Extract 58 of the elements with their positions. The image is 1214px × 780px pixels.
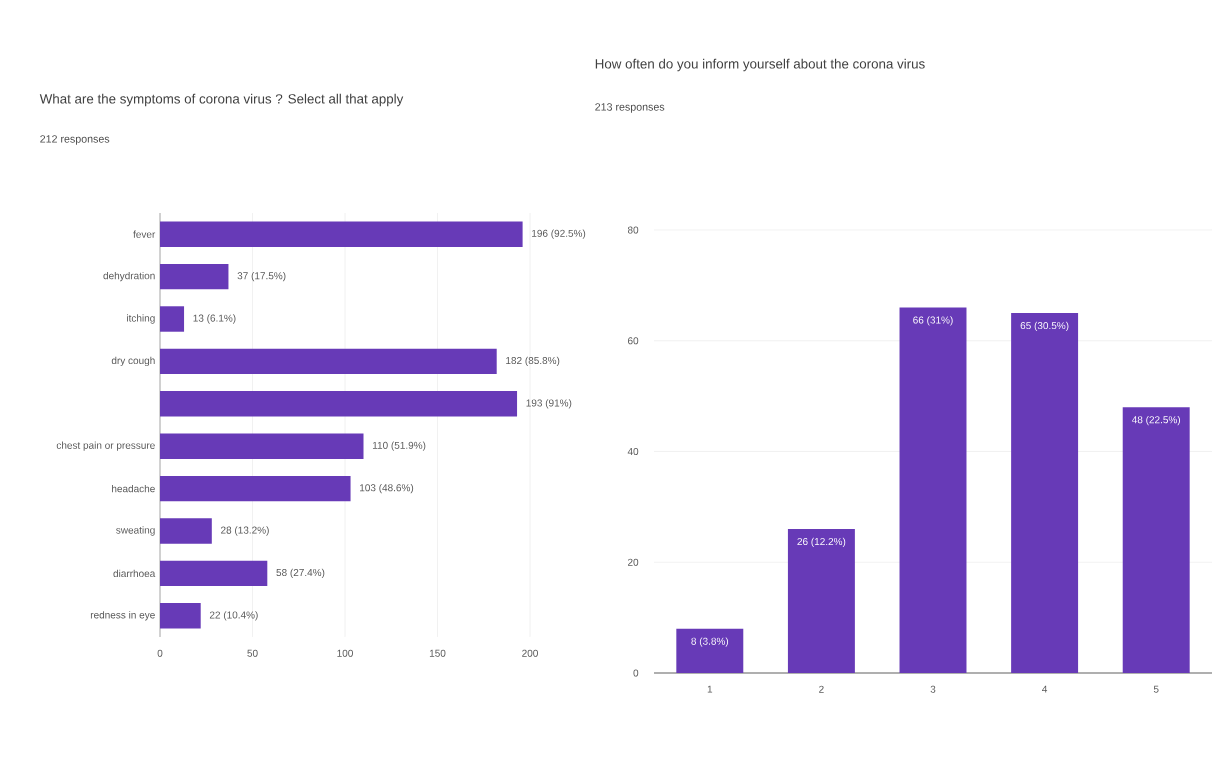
bar xyxy=(160,263,229,290)
y-tick-label: sweating xyxy=(116,526,155,536)
y-tick-label: dry cough xyxy=(111,356,155,367)
bar xyxy=(160,518,212,544)
chart-title: What are the symptoms of corona virus ? Select all that apply xyxy=(39,93,404,107)
data-label: 65 (30.5%) xyxy=(1020,321,1069,332)
y-tick-label: redness in eye xyxy=(90,611,155,621)
data-label: 26 (12.2%) xyxy=(797,537,846,548)
data-label: 66 (31%) xyxy=(913,316,953,326)
chart-subtitle: 212 responses xyxy=(40,135,110,145)
x-tick-label: 50 xyxy=(247,649,258,657)
y-tick-label: 20 xyxy=(628,558,639,566)
y-tick-label: chest pain or pressure xyxy=(56,441,155,451)
y-tick-label: 40 xyxy=(627,447,639,456)
y-tick-label: fever xyxy=(133,230,156,238)
bar xyxy=(160,475,351,502)
y-tick-label: 80 xyxy=(627,226,639,234)
data-label: 193 (91%) xyxy=(526,399,572,409)
x-tick-label: 100 xyxy=(337,649,353,657)
bar xyxy=(676,628,744,673)
y-tick-label: 60 xyxy=(628,337,639,345)
data-label: 28 (13.2%) xyxy=(221,526,269,536)
data-label: 8 (3.8%) xyxy=(691,637,729,647)
y-tick-label: diarrhoea xyxy=(113,569,156,578)
x-tick-label: 4 xyxy=(1042,685,1048,693)
data-label: 48 (22.5%) xyxy=(1131,415,1181,426)
x-tick-label: 200 xyxy=(522,649,538,657)
bar xyxy=(160,603,201,629)
data-label: 103 (48.6%) xyxy=(360,483,414,494)
data-label: 110 (51.9%) xyxy=(372,441,426,451)
bar xyxy=(1122,407,1190,673)
chart-subtitle: 213 responses xyxy=(595,103,665,113)
bar xyxy=(160,348,497,375)
y-tick-label: itching xyxy=(127,314,155,324)
data-label: 196 (92.5%) xyxy=(532,229,586,239)
x-tick-label: 2 xyxy=(819,685,824,693)
bar xyxy=(160,433,364,459)
y-tick-label: 0 xyxy=(633,669,639,677)
y-tick-label: dehydration xyxy=(103,271,155,282)
bar xyxy=(160,221,523,247)
x-tick-label: 5 xyxy=(1153,685,1159,693)
bar xyxy=(160,560,268,587)
data-label: 37 (17.5%) xyxy=(237,271,286,282)
x-tick-label: 3 xyxy=(930,685,936,693)
data-label: 182 (85.8%) xyxy=(506,356,560,367)
data-label: 58 (27.4%) xyxy=(276,568,325,579)
bar xyxy=(160,391,518,417)
x-tick-label: 1 xyxy=(707,685,713,693)
bar xyxy=(787,529,855,673)
data-label: 22 (10.4%) xyxy=(209,611,258,621)
chart-title: How often do you inform yourself about the corona virus xyxy=(595,58,925,72)
bar xyxy=(160,306,185,332)
x-tick-label: 0 xyxy=(157,649,163,657)
bar xyxy=(899,307,967,673)
bar xyxy=(1011,313,1079,673)
y-tick-label: headache xyxy=(112,484,155,493)
x-tick-label: 150 xyxy=(429,649,446,657)
data-label: 13 (6.1%) xyxy=(193,314,236,324)
